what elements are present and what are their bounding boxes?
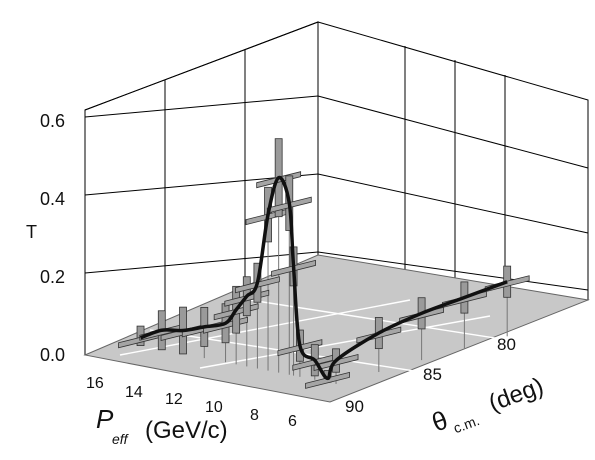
back-right-grid-0.2 <box>317 251 589 291</box>
x-tick-10: 10 <box>205 399 223 416</box>
back-right-grid-0.6 <box>317 95 589 169</box>
back-left-grid-0.6 <box>84 95 319 118</box>
fit-curve <box>139 175 508 381</box>
floor-grid-4 <box>149 329 441 376</box>
x-tick-14: 14 <box>125 384 143 401</box>
z-axis-label: T <box>26 222 37 242</box>
z-tick-0.6: 0.6 <box>40 111 65 131</box>
x-axis-label-main: P <box>96 404 114 434</box>
floor-grid-2 <box>199 315 491 369</box>
floor-grid-3 <box>249 299 541 346</box>
x-tick-12: 12 <box>165 391 183 408</box>
x-tick-8: 8 <box>250 407 259 424</box>
z-tick-0.4: 0.4 <box>40 189 65 209</box>
floor-grid-1 <box>119 299 411 356</box>
x-tick-6: 6 <box>288 413 297 430</box>
y-axis-label-unit: (deg) <box>485 373 547 418</box>
y-tick-90: 90 <box>345 397 364 416</box>
data-marks <box>118 138 530 389</box>
x-axis: 16 14 12 10 8 6 P eff (GeV/c) <box>86 375 297 447</box>
y-tick-80: 80 <box>497 335 516 354</box>
back-left-top-edge <box>84 21 319 111</box>
errorbar-horizontal-14 <box>305 371 350 389</box>
y-axis-label-sub: c.m. <box>451 412 481 436</box>
z-tick-0.0: 0.0 <box>40 345 65 365</box>
y-tick-85: 85 <box>423 365 442 384</box>
y-axis-label-main: θ <box>428 404 452 437</box>
back-left-grid-0.2 <box>84 251 319 274</box>
x-axis-label-sub: eff <box>112 431 130 447</box>
y-axis-label-group: θ c.m. (deg) <box>428 373 547 438</box>
x-axis-label-unit: (GeV/c) <box>145 417 228 444</box>
z-axis: 0.6 0.4 0.2 0.0 T <box>26 111 65 365</box>
z-tick-0.2: 0.2 <box>40 267 65 287</box>
back-right-grid-0.4 <box>317 173 589 234</box>
x-tick-16: 16 <box>86 375 104 392</box>
